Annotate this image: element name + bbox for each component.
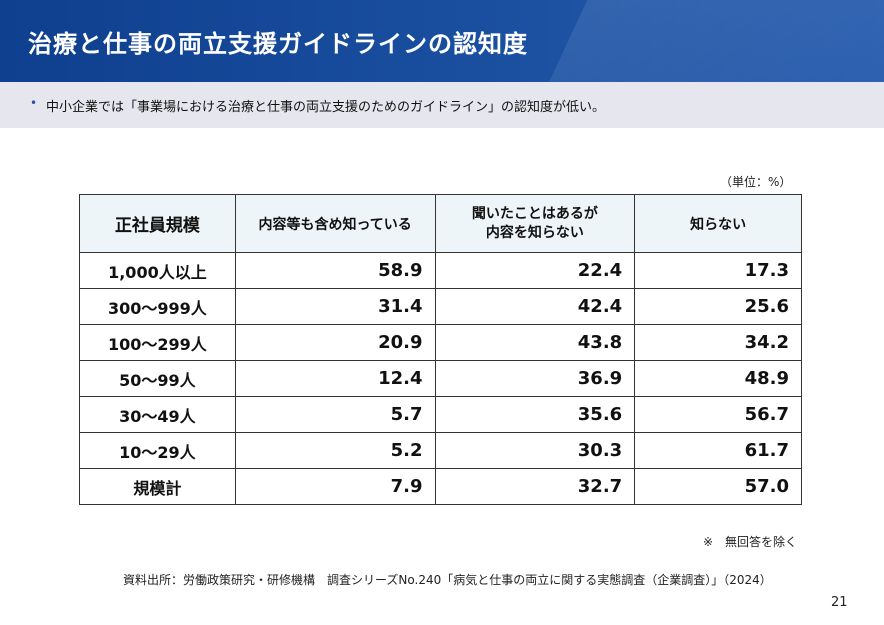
- header-company-size: 正社員規模: [79, 194, 236, 253]
- value-cell: 5.2: [234, 432, 436, 469]
- table-row: 100～299人 20.9 43.8 34.2: [79, 324, 802, 361]
- table-row: 規模計 7.9 32.7 57.0: [79, 468, 802, 505]
- value-cell: 32.7: [434, 468, 636, 505]
- value-cell: 22.4: [434, 252, 636, 289]
- row-label: 100～299人: [79, 324, 236, 361]
- table-row: 30～49人 5.7 35.6 56.7: [79, 396, 802, 433]
- row-label: 50～99人: [79, 360, 236, 397]
- value-cell: 17.3: [634, 252, 802, 289]
- value-cell: 12.4: [234, 360, 436, 397]
- value-cell: 57.0: [634, 468, 802, 505]
- value-cell: 35.6: [434, 396, 636, 433]
- row-label: 10～29人: [79, 432, 236, 469]
- value-cell: 42.4: [434, 288, 636, 325]
- table-body: 1,000人以上 58.9 22.4 17.3 300～999人 31.4 42.4 25.6…: [79, 252, 802, 505]
- table-row: 10～29人 5.2 30.3 61.7: [79, 432, 802, 469]
- header-heard-only-text: 聞いたことはあるが 内容を知らない: [471, 205, 598, 241]
- bullet-icon: •: [30, 96, 38, 110]
- value-cell: 43.8: [434, 324, 636, 361]
- table-header-row: 正社員規模 内容等も含め知っている 聞いたことはあるが 内容を知らない 知らない: [79, 194, 802, 253]
- value-cell: 30.3: [434, 432, 636, 469]
- slide-title: 治療と仕事の両立支援ガイドラインの認知度: [28, 30, 528, 58]
- awareness-table: 正社員規模 内容等も含め知っている 聞いたことはあるが 内容を知らない 知らない…: [79, 194, 802, 505]
- value-cell: 48.9: [634, 360, 802, 397]
- value-cell: 5.7: [234, 396, 436, 433]
- summary-bar: • 中小企業では「事業場における治療と仕事の両立支援のためのガイドライン」の認知…: [0, 82, 884, 128]
- page-number: 21: [831, 595, 848, 610]
- value-cell: 58.9: [234, 252, 436, 289]
- table-row: 50～99人 12.4 36.9 48.9: [79, 360, 802, 397]
- table-row: 1,000人以上 58.9 22.4 17.3: [79, 252, 802, 289]
- table-row: 300～999人 31.4 42.4 25.6: [79, 288, 802, 325]
- value-cell: 36.9: [434, 360, 636, 397]
- row-label: 300～999人: [79, 288, 236, 325]
- value-cell: 56.7: [634, 396, 802, 433]
- header-know-content: 内容等も含め知っている: [234, 194, 436, 253]
- summary-text: 中小企業では「事業場における治療と仕事の両立支援のためのガイドライン」の認知度が…: [46, 100, 606, 115]
- value-cell: 25.6: [634, 288, 802, 325]
- slide-header: 治療と仕事の両立支援ガイドラインの認知度: [0, 0, 884, 82]
- footnote: ※ 無回答を除く: [703, 535, 798, 549]
- value-cell: 7.9: [234, 468, 436, 505]
- unit-label: （単位：%）: [720, 175, 792, 189]
- row-label: 規模計: [79, 468, 236, 505]
- value-cell: 20.9: [234, 324, 436, 361]
- header-heard-only: 聞いたことはあるが 内容を知らない: [434, 194, 636, 253]
- row-label: 1,000人以上: [79, 252, 236, 289]
- header-do-not-know: 知らない: [634, 194, 802, 253]
- value-cell: 34.2: [634, 324, 802, 361]
- row-label: 30～49人: [79, 396, 236, 433]
- source-citation: 資料出所：労働政策研究・研修機構 調査シリーズNo.240「病気と仕事の両立に関…: [123, 573, 772, 587]
- value-cell: 31.4: [234, 288, 436, 325]
- value-cell: 61.7: [634, 432, 802, 469]
